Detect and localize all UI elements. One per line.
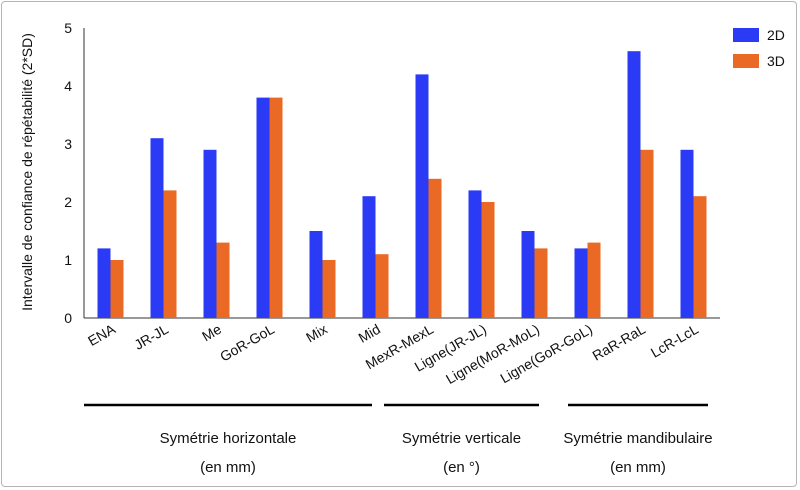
bar-3d-9 [587,242,601,318]
group-label: Symétrie mandibulaire [563,430,712,447]
y-tick-label: 5 [64,20,72,36]
category-label: ENA [85,320,119,349]
bar-2d-5 [362,196,376,318]
bar-2d-8 [521,231,535,318]
category-label: Mix [303,321,330,346]
y-tick-label: 4 [64,78,72,94]
bar-2d-3 [256,97,270,318]
category-label: RaR-RaL [589,321,648,364]
y-axis-label: Intervalle de confiance de répétabilité … [19,33,35,311]
bar-3d-5 [375,254,389,318]
bar-3d-6 [428,178,442,318]
bar-3d-2 [216,242,230,318]
legend-label: 2D [767,27,785,43]
group-unit-label: (en °) [443,459,480,476]
category-label: Ligne(GoR-GoL) [497,321,595,387]
bar-3d-0 [110,260,124,318]
bars [97,51,707,319]
legend: 2D 3D [733,27,785,69]
y-ticks: 0 1 2 3 4 5 [64,20,72,326]
bar-2d-11 [680,149,694,318]
bar-2d-6 [415,74,429,319]
legend-swatch-3d [733,54,759,68]
bar-3d-1 [163,190,177,318]
y-tick-label: 3 [64,136,72,152]
group-label: Symétrie horizontale [160,430,297,447]
bar-2d-4 [309,231,323,318]
y-tick-label: 2 [64,194,72,210]
group-annotations: Symétrie horizontale (en mm) Symétrie vert… [84,403,713,476]
legend-label: 3D [767,53,785,69]
group-unit-label: (en mm) [200,459,256,476]
group-label: Symétrie verticale [402,430,521,447]
bar-3d-8 [534,248,548,318]
bar-3d-11 [693,196,707,318]
bar-2d-0 [97,248,111,318]
bar-3d-7 [481,202,495,318]
category-label: Ligne(MoR-MoL) [443,321,542,387]
bar-3d-3 [269,97,283,318]
category-label: LcR-LcL [648,321,701,361]
legend-swatch-2d [733,28,759,42]
bar-2d-1 [150,138,164,318]
bar-3d-10 [640,149,654,318]
category-label: Me [199,321,224,345]
bar-3d-4 [322,260,336,318]
category-label: JR-JL [131,321,171,353]
axes [83,28,720,319]
category-label: Mid [355,321,383,346]
y-tick-label: 0 [64,310,72,326]
y-tick-label: 1 [64,252,72,268]
category-label: GoR-GoL [217,321,277,365]
bar-2d-7 [468,190,482,318]
bar-2d-2 [203,149,217,318]
bar-2d-10 [627,51,641,318]
bar-2d-9 [574,248,588,318]
group-unit-label: (en mm) [610,459,666,476]
